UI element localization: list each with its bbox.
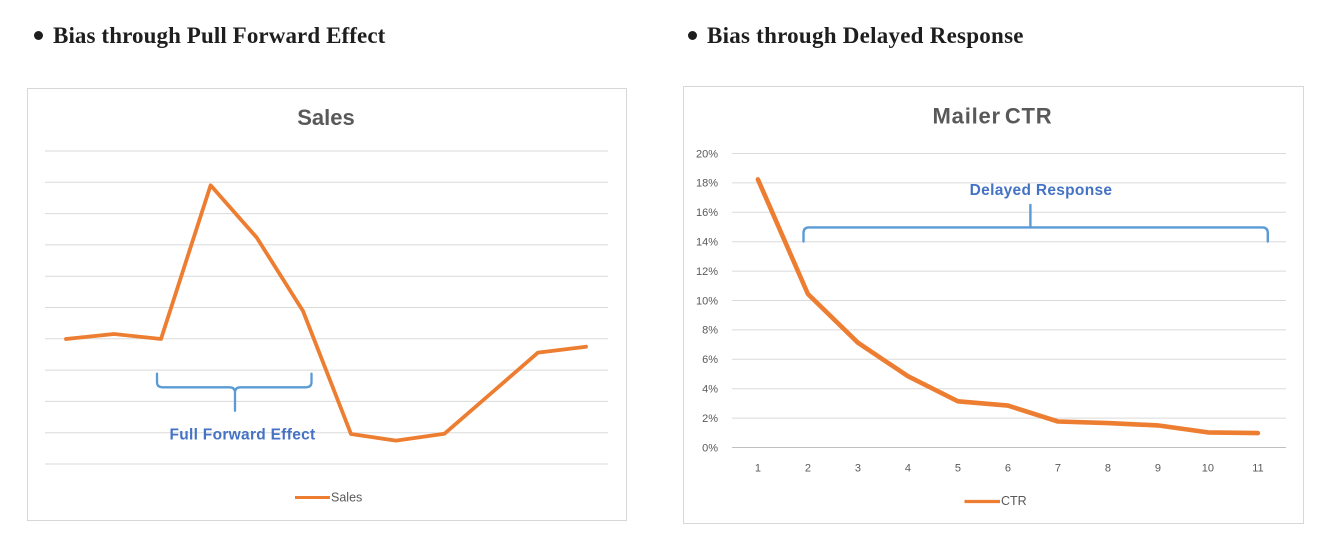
svg-text:9: 9 bbox=[1155, 463, 1161, 475]
svg-text:14%: 14% bbox=[696, 237, 718, 249]
svg-text:5: 5 bbox=[955, 463, 961, 475]
svg-text:11: 11 bbox=[1252, 463, 1263, 475]
svg-text:10%: 10% bbox=[696, 295, 718, 307]
svg-text:8%: 8% bbox=[702, 325, 718, 337]
svg-text:3: 3 bbox=[855, 463, 861, 475]
svg-text:2: 2 bbox=[805, 463, 811, 475]
svg-text:Mailer CTR: Mailer CTR bbox=[933, 103, 1053, 128]
svg-text:2%: 2% bbox=[702, 413, 718, 425]
svg-text:Delayed Response: Delayed Response bbox=[970, 182, 1113, 199]
svg-text:10: 10 bbox=[1202, 463, 1214, 475]
svg-text:18%: 18% bbox=[696, 178, 718, 190]
svg-text:20%: 20% bbox=[696, 148, 718, 160]
svg-text:1: 1 bbox=[755, 463, 761, 475]
svg-text:4%: 4% bbox=[702, 384, 718, 396]
svg-text:12%: 12% bbox=[696, 266, 718, 278]
svg-text:6%: 6% bbox=[702, 354, 718, 366]
svg-text:CTR: CTR bbox=[1001, 494, 1027, 508]
svg-text:8: 8 bbox=[1105, 463, 1111, 475]
svg-text:Full Forward Effect: Full Forward Effect bbox=[169, 427, 315, 444]
svg-text:16%: 16% bbox=[696, 207, 718, 219]
svg-text:0%: 0% bbox=[702, 442, 718, 454]
svg-text:6: 6 bbox=[1005, 463, 1011, 475]
svg-text:Sales: Sales bbox=[331, 491, 362, 505]
svg-text:4: 4 bbox=[905, 463, 911, 475]
svg-text:Sales: Sales bbox=[297, 105, 355, 130]
svg-text:7: 7 bbox=[1055, 463, 1061, 475]
